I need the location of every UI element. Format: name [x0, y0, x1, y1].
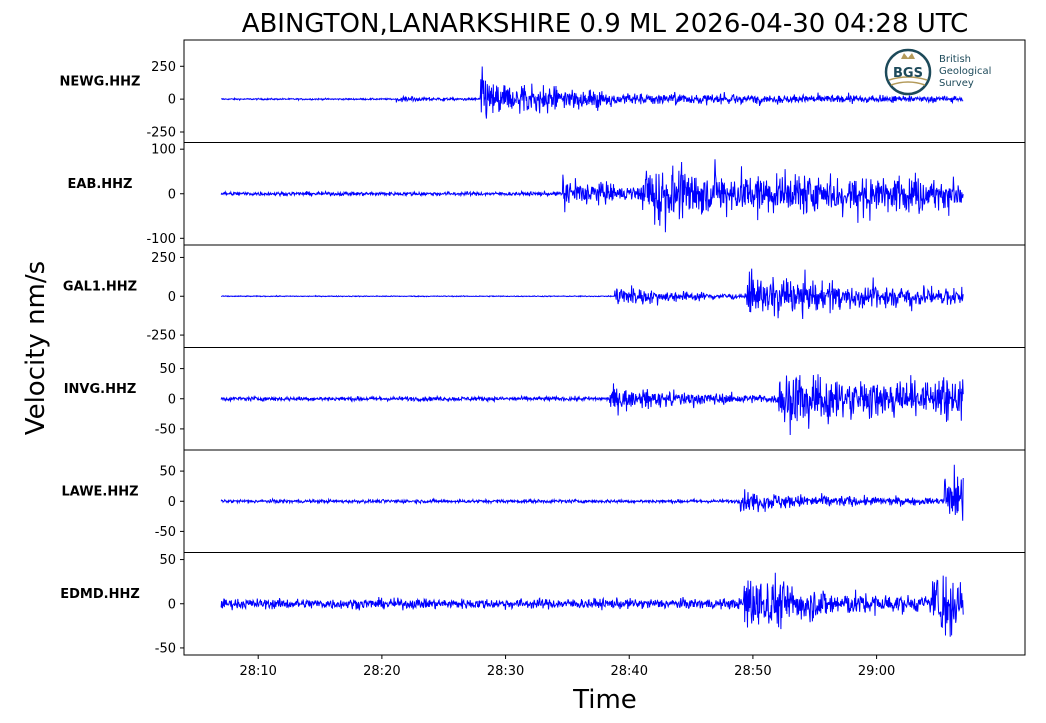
panel-gal1-hhz: GAL1.HHZ 250 0 -250	[63, 244, 1026, 348]
x-axis-label: Time	[572, 685, 637, 715]
logo-strata	[890, 81, 926, 86]
y-tick-label: -250	[146, 125, 176, 140]
panel-edmd-hhz: EDMD.HHZ 50 0 -50	[60, 552, 1026, 656]
y-tick-label: 0	[168, 187, 176, 202]
station-label: EAB.HHZ	[68, 177, 133, 192]
y-tick-label: 0	[168, 93, 176, 108]
logo-wordmark: Geological	[939, 66, 991, 77]
y-axis-label: Velocity nm/s	[21, 261, 51, 435]
waveform-invg-hhz	[220, 374, 964, 436]
station-label: GAL1.HHZ	[63, 279, 137, 294]
y-tick-label: -50	[155, 525, 176, 540]
x-tick-label: 28:50	[734, 664, 771, 679]
panel-invg-hhz: INVG.HHZ 50 0 -50	[64, 347, 1026, 451]
x-tick-label: 28:10	[239, 664, 276, 679]
station-label: NEWG.HHZ	[60, 74, 141, 89]
x-tick-label: 28:20	[363, 664, 400, 679]
x-tick-label: 29:00	[858, 664, 895, 679]
waveform-lawe-hhz	[220, 464, 964, 521]
station-label: EDMD.HHZ	[60, 587, 140, 602]
waveform-newg-hhz	[221, 66, 964, 119]
y-tick-label: 0	[168, 597, 176, 612]
y-tick-label: -100	[146, 232, 176, 247]
y-tick-label: -50	[155, 422, 176, 437]
station-label: INVG.HHZ	[64, 382, 137, 397]
y-tick-label: 0	[168, 495, 176, 510]
panel-eab-hhz: EAB.HHZ 100 0 -100	[68, 142, 1026, 247]
y-tick-label: 0	[168, 290, 176, 305]
station-label: LAWE.HHZ	[61, 484, 138, 499]
panels: NEWG.HHZ 250 0 -250 EAB.HHZ 100 0 -100 GAL1.HHZ 2…	[60, 39, 1026, 656]
x-tick-label: 28:40	[611, 664, 648, 679]
logo-mark: BGS	[893, 66, 923, 81]
y-tick-label: 50	[159, 465, 176, 480]
logo-wordmark: Survey	[939, 78, 974, 89]
waveform-gal1-hhz	[220, 268, 964, 320]
y-tick-label: 250	[151, 251, 176, 266]
y-tick-label: -50	[155, 641, 176, 656]
y-tick-label: -250	[146, 329, 176, 344]
panel-lawe-hhz: LAWE.HHZ 50 0 -50	[61, 449, 1026, 553]
y-tick-label: 250	[151, 60, 176, 75]
y-tick-label: 0	[168, 392, 176, 407]
y-tick-label: 100	[151, 143, 176, 158]
logo-strata	[888, 76, 928, 81]
waveform-edmd-hhz	[220, 572, 964, 637]
x-axis-ticks: 28:10 28:20 28:30 28:40 28:50 29:00	[239, 655, 895, 679]
logo-wordmark: British	[939, 54, 971, 65]
panel-newg-hhz: NEWG.HHZ 250 0 -250	[60, 39, 1026, 143]
waveform-eab-hhz	[220, 159, 964, 233]
crown-icon	[901, 53, 915, 59]
y-tick-label: 50	[159, 362, 176, 377]
chart-title: ABINGTON,LANARKSHIRE 0.9 ML 2026-04-30 0…	[242, 9, 969, 39]
y-tick-label: 50	[159, 553, 176, 568]
x-tick-label: 28:30	[487, 664, 524, 679]
